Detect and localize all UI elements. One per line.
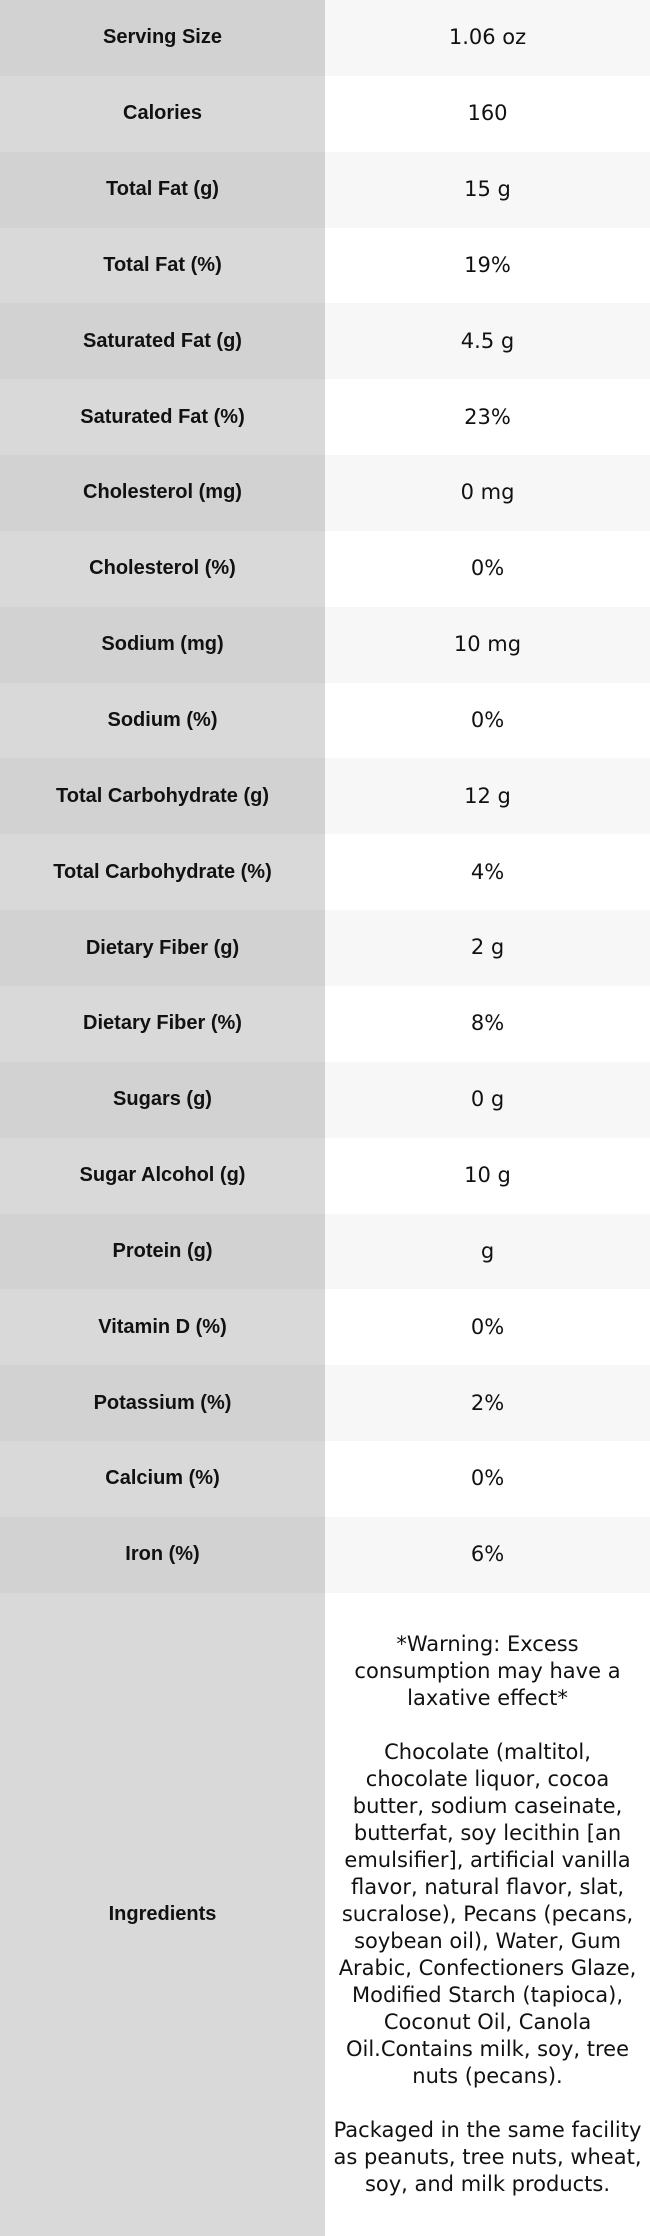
ingredients-paragraph: Chocolate (maltitol, chocolate liquor, c… <box>338 1739 637 2088</box>
row-value-cell: 0% <box>325 682 650 759</box>
row-label-cell: Cholesterol (%) <box>0 530 325 607</box>
table-row: Sodium (mg) 10 mg <box>0 606 650 683</box>
row-value-cell: 2 g <box>325 910 650 986</box>
row-value-cell: 23% <box>325 379 650 456</box>
table-row: Calcium (%) 0% <box>0 1441 650 1517</box>
row-label-cell: Saturated Fat (%) <box>0 379 325 456</box>
row-value-cell: g <box>325 1213 650 1290</box>
row-label-cell: Protein (g) <box>0 1213 325 1290</box>
row-label-cell: Sugar Alcohol (g) <box>0 1137 325 1214</box>
row-label-cell: Dietary Fiber (g) <box>0 910 325 986</box>
row-label-cell: Total Carbohydrate (%) <box>0 834 325 911</box>
row-label-cell: Iron (%) <box>0 1516 325 1593</box>
row-value-cell: 0% <box>325 530 650 607</box>
row-label-cell: Total Fat (%) <box>0 227 325 304</box>
row-label-cell: Cholesterol (mg) <box>0 455 325 531</box>
table-row: Vitamin D (%) 0% <box>0 1289 650 1366</box>
row-value-cell: 0 g <box>325 1061 650 1138</box>
table-row: Ingredients *Warning: Excess consumption… <box>0 1592 650 2236</box>
row-value-cell: 1.06 oz <box>325 0 650 76</box>
row-label-cell: Serving Size <box>0 0 325 76</box>
table-row: Total Carbohydrate (g) 12 g <box>0 758 650 835</box>
row-label-cell: Ingredients <box>0 1592 325 2236</box>
table-row: Saturated Fat (g) 4.5 g <box>0 303 650 380</box>
table-row: Protein (g) g <box>0 1213 650 1290</box>
row-value-cell: 0% <box>325 1289 650 1366</box>
row-label-cell: Dietary Fiber (%) <box>0 985 325 1062</box>
row-value-cell: 0% <box>325 1441 650 1517</box>
ingredients-paragraph: Packaged in the same facility as peanuts… <box>333 2117 642 2196</box>
row-value-cell: 4% <box>325 834 650 911</box>
row-label-cell: Total Fat (g) <box>0 151 325 228</box>
table-row: Total Fat (%) 19% <box>0 227 650 304</box>
row-value-cell: *Warning: Excess consumption may have a … <box>325 1592 650 2236</box>
row-label-cell: Vitamin D (%) <box>0 1289 325 1366</box>
row-label-cell: Saturated Fat (g) <box>0 303 325 380</box>
table-row: Sugar Alcohol (g) 10 g <box>0 1137 650 1214</box>
row-label-cell: Total Carbohydrate (g) <box>0 758 325 835</box>
row-value-cell: 10 mg <box>325 606 650 683</box>
row-label-cell: Calcium (%) <box>0 1441 325 1517</box>
ingredients-paragraph: *Warning: Excess consumption may have a … <box>354 1631 621 1710</box>
row-value-cell: 0 mg <box>325 455 650 531</box>
table-row: Saturated Fat (%) 23% <box>0 379 650 456</box>
row-label-cell: Potassium (%) <box>0 1365 325 1442</box>
row-value-cell: 19% <box>325 227 650 304</box>
row-value-cell: 6% <box>325 1516 650 1593</box>
table-row: Sodium (%) 0% <box>0 682 650 759</box>
table-row: Serving Size 1.06 oz <box>0 0 650 76</box>
row-value-cell: 4.5 g <box>325 303 650 380</box>
row-value-cell: 10 g <box>325 1137 650 1214</box>
table-row: Cholesterol (%) 0% <box>0 530 650 607</box>
row-label-cell: Sodium (%) <box>0 682 325 759</box>
table-row: Calories 160 <box>0 75 650 152</box>
row-value-cell: 160 <box>325 75 650 152</box>
table-row: Dietary Fiber (%) 8% <box>0 985 650 1062</box>
table-row: Cholesterol (mg) 0 mg <box>0 455 650 531</box>
row-value-cell: 8% <box>325 985 650 1062</box>
table-row: Dietary Fiber (g) 2 g <box>0 910 650 986</box>
row-value-cell: 12 g <box>325 758 650 835</box>
row-label-cell: Sodium (mg) <box>0 606 325 683</box>
row-label-cell: Sugars (g) <box>0 1061 325 1138</box>
table-row: Total Fat (g) 15 g <box>0 151 650 228</box>
table-row: Sugars (g) 0 g <box>0 1061 650 1138</box>
table-row: Total Carbohydrate (%) 4% <box>0 834 650 911</box>
row-label-cell: Calories <box>0 75 325 152</box>
row-value-cell: 15 g <box>325 151 650 228</box>
row-value-cell: 2% <box>325 1365 650 1442</box>
table-row: Iron (%) 6% <box>0 1516 650 1593</box>
table-row: Potassium (%) 2% <box>0 1365 650 1442</box>
